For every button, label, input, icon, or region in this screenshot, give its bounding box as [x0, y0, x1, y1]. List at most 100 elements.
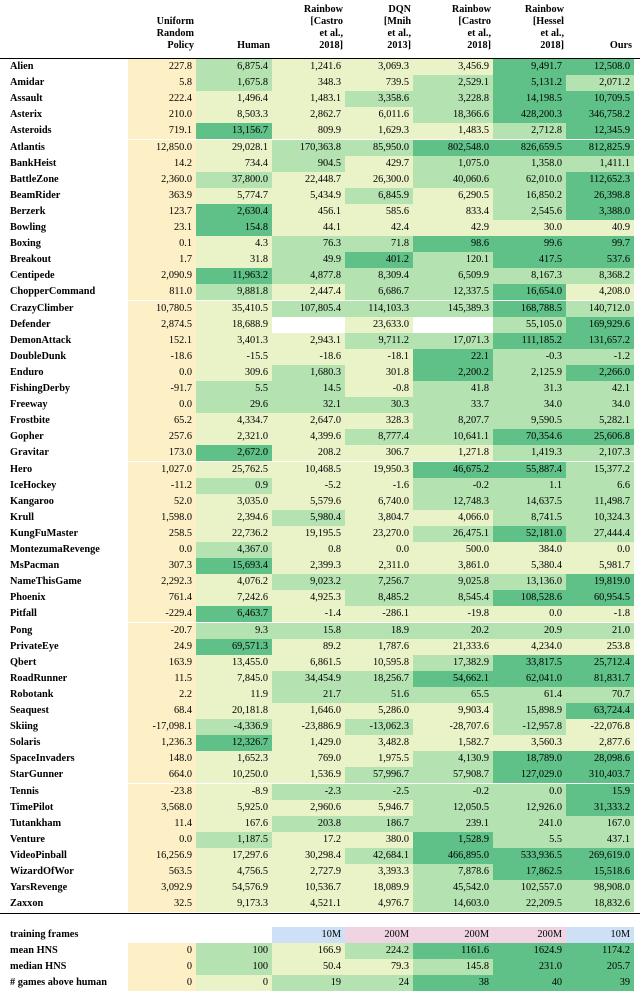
- score-cell: 664.0: [128, 767, 196, 784]
- score-cell: 2,399.3: [272, 558, 345, 575]
- score-cell: 5.5: [196, 381, 272, 398]
- score-cell: 62,041.0: [493, 670, 566, 687]
- score-cell: 3,228.8: [413, 91, 493, 108]
- score-cell: 40,060.6: [413, 171, 493, 188]
- score-cell: 2,712.8: [493, 123, 566, 140]
- score-cell: 54,662.1: [413, 670, 493, 687]
- score-cell: 17,382.9: [413, 654, 493, 671]
- game-name: Phoenix: [10, 592, 46, 604]
- score-cell: 25,762.5: [196, 461, 272, 478]
- game-name: DoubleDunk: [10, 350, 67, 362]
- score-cell: 169,929.6: [566, 316, 634, 333]
- score-cell: 5.8: [128, 75, 196, 92]
- score-cell: 1,187.5: [196, 831, 272, 848]
- score-cell: 8,368.2: [566, 268, 634, 285]
- score-cell: 23,633.0: [345, 316, 413, 333]
- table-row: Bowling 23.1 154.8 44.1 42.4 42.9 30.0 40.9: [0, 220, 640, 237]
- score-cell: -229.4: [128, 606, 196, 623]
- score-cell: 145,389.3: [413, 300, 493, 317]
- summary-cell: 1174.2: [566, 943, 634, 960]
- table-row: Gravitar 173.0 2,672.0 208.2 306.7 1,271.8 1,4…: [0, 445, 640, 462]
- score-cell: 1,075.0: [413, 155, 493, 172]
- score-cell: 4,076.2: [196, 574, 272, 591]
- score-cell: 99.6: [493, 236, 566, 253]
- score-cell: 210.0: [128, 107, 196, 124]
- table-row: DoubleDunk -18.6 -15.5 -18.6 -18.1 22.1 -0.3 -1…: [0, 348, 640, 365]
- table-row: MontezumaRevenge 0.0 4,367.0 0.8 0.0 500.0 384…: [0, 542, 640, 559]
- column-header: Human: [196, 0, 272, 56]
- table-row: Asterix 210.0 8,503.3 2,862.7 6,011.6 18,366.…: [0, 107, 640, 124]
- score-cell: 6,290.5: [413, 187, 493, 204]
- score-cell: 167.0: [566, 815, 634, 832]
- score-cell: 2,545.6: [493, 203, 566, 220]
- score-cell: 309.6: [196, 364, 272, 381]
- score-cell: 0.0: [566, 542, 634, 559]
- score-cell: 14.2: [128, 155, 196, 172]
- score-cell: 812,825.9: [566, 139, 634, 156]
- game-name: Asterix: [10, 109, 43, 121]
- score-cell: 123.7: [128, 203, 196, 220]
- table-row: BeamRider 363.9 5,774.7 5,434.9 6,845.9 6,290…: [0, 187, 640, 204]
- score-cell: 81,831.7: [566, 670, 634, 687]
- score-cell: 68.4: [128, 703, 196, 720]
- game-name: Tutankham: [10, 817, 62, 829]
- score-cell: 27,444.4: [566, 525, 634, 542]
- score-cell: 3,568.0: [128, 799, 196, 816]
- score-cell: 1,787.6: [345, 638, 413, 655]
- score-cell: 63,724.4: [566, 703, 634, 720]
- score-cell: 2,071.2: [566, 75, 634, 92]
- summary-cell: [196, 927, 272, 944]
- score-cell: 54,576.9: [196, 880, 272, 897]
- score-cell: 5,774.7: [196, 187, 272, 204]
- game-name: VideoPinball: [10, 849, 67, 861]
- score-cell: -0.8: [345, 381, 413, 398]
- score-cell: 20.9: [493, 622, 566, 639]
- score-cell: -18.1: [345, 348, 413, 365]
- score-cell: 98.6: [413, 236, 493, 253]
- table-row: TimePilot 3,568.0 5,925.0 2,960.6 5,946.7 12,…: [0, 799, 640, 816]
- score-cell: 563.5: [128, 864, 196, 881]
- score-cell: 12,050.5: [413, 799, 493, 816]
- score-cell: 2,529.1: [413, 75, 493, 92]
- table-row: Tutankham 11.4 167.6 203.8 186.7 239.1 241.0 16…: [0, 815, 640, 832]
- score-cell: 1,675.8: [196, 75, 272, 92]
- score-cell: 8,207.7: [413, 413, 493, 430]
- game-name: IceHockey: [10, 479, 57, 491]
- score-cell: 1.1: [493, 477, 566, 494]
- score-cell: 2,360.0: [128, 171, 196, 188]
- score-cell: 25,606.8: [566, 429, 634, 446]
- summary-cell: [128, 927, 196, 944]
- score-cell: 2,862.7: [272, 107, 345, 124]
- game-name: RoadRunner: [10, 672, 68, 684]
- score-cell: -23.8: [128, 783, 196, 800]
- score-cell: -22,076.8: [566, 719, 634, 736]
- score-cell: 6,740.0: [345, 493, 413, 510]
- score-cell: 10,709.5: [566, 91, 634, 108]
- game-name: MsPacman: [10, 560, 60, 572]
- game-name: Defender: [10, 318, 51, 330]
- score-cell: 811.0: [128, 284, 196, 301]
- score-cell: 127,029.0: [493, 767, 566, 784]
- score-cell: 29,028.1: [196, 139, 272, 156]
- summary-label: mean HNS: [10, 945, 58, 957]
- score-cell: 15.8: [272, 622, 345, 639]
- table-row: Krull 1,598.0 2,394.6 5,980.4 3,804.7 4,066.0…: [0, 509, 640, 526]
- score-cell: 5.5: [493, 831, 566, 848]
- score-cell: 14,603.0: [413, 896, 493, 913]
- score-cell: 18.9: [345, 622, 413, 639]
- game-name: BattleZone: [10, 173, 59, 185]
- score-cell: 9,881.8: [196, 284, 272, 301]
- summary-cell: 0: [128, 959, 196, 976]
- score-cell: -0.3: [493, 348, 566, 365]
- score-cell: 4,399.6: [272, 429, 345, 446]
- score-cell: 55,105.0: [493, 316, 566, 333]
- score-cell: 3,035.0: [196, 493, 272, 510]
- score-cell: 227.8: [128, 59, 196, 76]
- score-cell: 11.9: [196, 686, 272, 703]
- score-cell: 8,309.4: [345, 268, 413, 285]
- score-cell: -8.9: [196, 783, 272, 800]
- game-name: BankHeist: [10, 157, 57, 169]
- score-cell: 4,976.7: [345, 896, 413, 913]
- table-row: Pong -20.7 9.3 15.8 18.9 20.2 20.9 21.0: [0, 622, 640, 639]
- game-name: Bowling: [10, 222, 47, 233]
